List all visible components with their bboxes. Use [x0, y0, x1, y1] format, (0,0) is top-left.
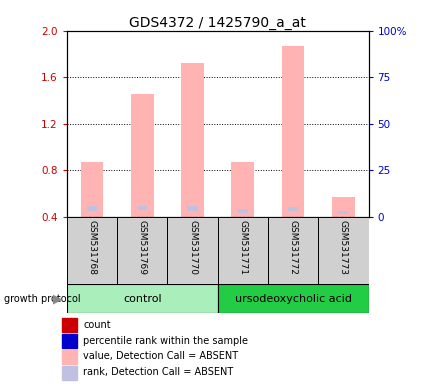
- Bar: [267, 217, 317, 284]
- Title: GDS4372 / 1425790_a_at: GDS4372 / 1425790_a_at: [129, 16, 305, 30]
- Text: rank, Detection Call = ABSENT: rank, Detection Call = ABSENT: [83, 367, 233, 377]
- Bar: [287, 207, 298, 211]
- Bar: [317, 217, 368, 284]
- Bar: [131, 94, 153, 217]
- Text: value, Detection Call = ABSENT: value, Detection Call = ABSENT: [83, 351, 238, 361]
- Text: ursodeoxycholic acid: ursodeoxycholic acid: [234, 293, 351, 304]
- Bar: [181, 63, 203, 217]
- Bar: [331, 197, 354, 217]
- Bar: [231, 162, 254, 217]
- Bar: [62, 350, 77, 364]
- Bar: [281, 46, 304, 217]
- Bar: [62, 318, 77, 332]
- Bar: [338, 210, 347, 214]
- Bar: [217, 217, 267, 284]
- Bar: [217, 284, 368, 313]
- Bar: [117, 217, 167, 284]
- Text: GSM531769: GSM531769: [138, 220, 146, 275]
- Bar: [87, 207, 97, 210]
- Text: count: count: [83, 320, 111, 330]
- Text: percentile rank within the sample: percentile rank within the sample: [83, 336, 248, 346]
- Text: GSM531770: GSM531770: [187, 220, 197, 275]
- Bar: [187, 207, 197, 210]
- Text: GSM531773: GSM531773: [338, 220, 347, 275]
- Text: control: control: [123, 293, 161, 304]
- Bar: [167, 217, 217, 284]
- Bar: [62, 334, 77, 348]
- Bar: [80, 162, 103, 217]
- Text: GSM531771: GSM531771: [238, 220, 247, 275]
- Bar: [137, 206, 147, 210]
- Text: GSM531768: GSM531768: [87, 220, 96, 275]
- Bar: [67, 217, 117, 284]
- Text: ▶: ▶: [53, 292, 62, 305]
- Text: GSM531772: GSM531772: [288, 220, 297, 275]
- Text: growth protocol: growth protocol: [4, 293, 81, 304]
- Bar: [67, 284, 217, 313]
- Bar: [62, 366, 77, 380]
- Bar: [237, 209, 247, 213]
